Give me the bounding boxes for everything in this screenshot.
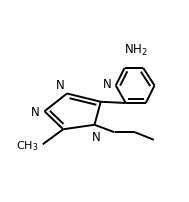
Text: NH$_2$: NH$_2$ — [124, 43, 148, 58]
Text: N: N — [91, 131, 100, 144]
Text: N: N — [31, 105, 40, 118]
Text: CH$_3$: CH$_3$ — [16, 139, 39, 153]
Text: N: N — [56, 79, 64, 92]
Text: N: N — [102, 78, 111, 90]
